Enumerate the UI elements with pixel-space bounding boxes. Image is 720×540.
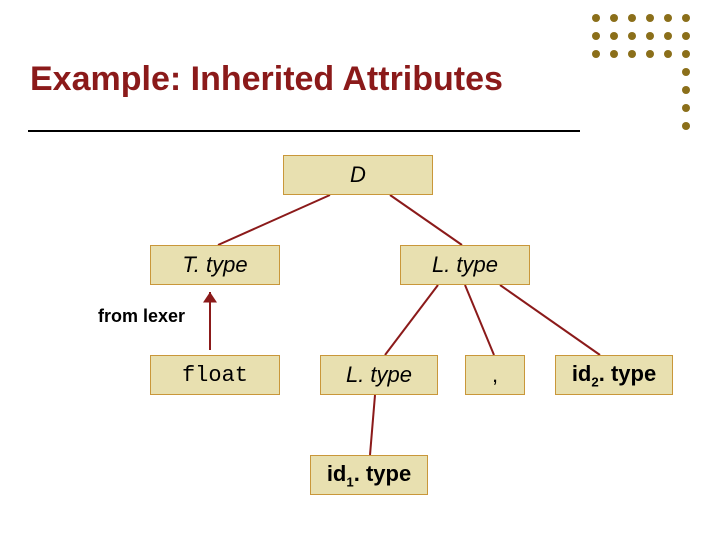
node-l-type-top-label: L. type [432, 252, 498, 278]
title-underline [28, 130, 580, 132]
node-l-type-top: L. type [400, 245, 530, 285]
node-comma-label: , [492, 362, 498, 388]
node-id1-type: id1. type [310, 455, 428, 495]
node-id2-type: id2. type [555, 355, 673, 395]
node-t-type-label: T. type [182, 252, 247, 278]
node-d-label: D [350, 162, 366, 188]
node-l-type-mid-label: L. type [346, 362, 412, 388]
node-id2-type-label: id2. type [572, 361, 656, 389]
node-comma: , [465, 355, 525, 395]
node-l-type-mid: L. type [320, 355, 438, 395]
from-lexer-label: from lexer [98, 306, 185, 327]
node-d: D [283, 155, 433, 195]
node-id1-type-label: id1. type [327, 461, 411, 489]
node-float-label: float [182, 363, 248, 388]
node-t-type: T. type [150, 245, 280, 285]
page-title: Example: Inherited Attributes [30, 60, 503, 99]
node-float: float [150, 355, 280, 395]
